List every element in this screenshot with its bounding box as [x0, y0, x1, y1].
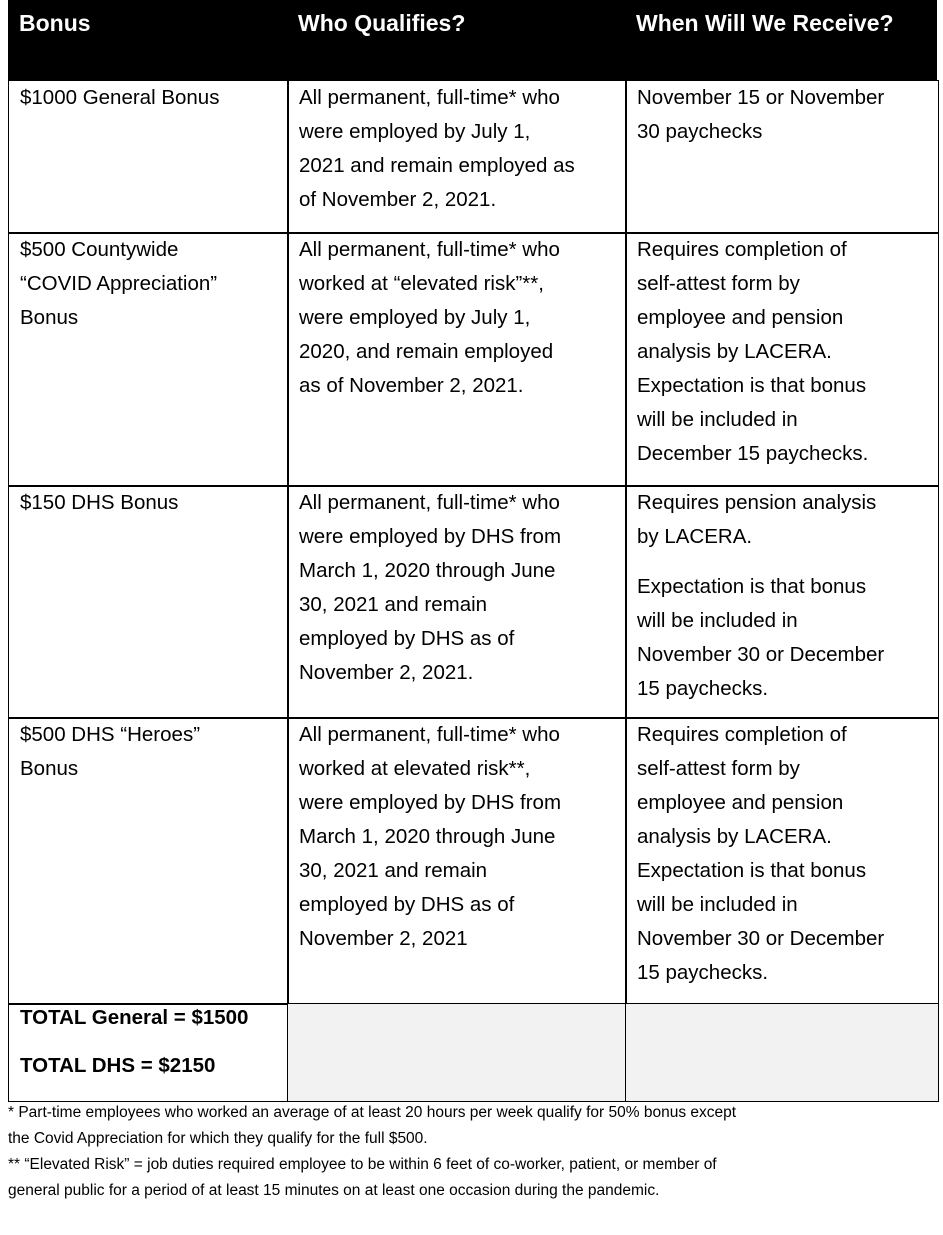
paragraph: All permanent, full-time* who worked at e…: [299, 718, 626, 956]
text-line: 30, 2021 and remain: [299, 593, 488, 616]
text-line: employed by DHS as of: [299, 627, 515, 650]
paragraph: Requires completion of self-attest form b…: [637, 233, 938, 471]
paragraph: All permanent, full-time* who worked at “…: [299, 233, 626, 403]
empty-cell: [287, 1003, 627, 1102]
table-cell: $500 Countywide “COVID Appreciation” Bonus: [8, 232, 289, 487]
text-line: were employed by July 1,: [299, 306, 531, 329]
paragraph: Requires pension analysis by LACERA.: [637, 486, 938, 554]
text-line: 2020, and remain employed: [299, 340, 554, 363]
text-line: November 30 or December: [637, 927, 885, 950]
empty-cell: [625, 1003, 939, 1102]
table-cell: All permanent, full-time* who were employ…: [287, 485, 627, 719]
text-line: March 1, 2020 through June: [299, 559, 556, 582]
text-line: analysis by LACERA.: [637, 340, 832, 363]
text-line: will be included in: [637, 609, 798, 632]
text-line: will be included in: [637, 893, 798, 916]
text-line: of November 2, 2021.: [299, 188, 497, 211]
text-line: All permanent, full-time* who: [299, 491, 560, 514]
table-cell: $150 DHS Bonus: [8, 485, 289, 719]
text-line: Requires completion of: [637, 238, 847, 261]
text-line: All permanent, full-time* who: [299, 723, 560, 746]
paragraph: All permanent, full-time* who were employ…: [299, 486, 626, 690]
text-line: employed by DHS as of: [299, 893, 515, 916]
total-line: TOTAL General = $1500: [20, 1006, 249, 1029]
header-band: [8, 0, 937, 80]
text-line: “COVID Appreciation”: [20, 272, 218, 295]
paragraph: $150 DHS Bonus: [20, 486, 288, 520]
text-line: November 2, 2021.: [299, 661, 474, 684]
text-line: analysis by LACERA.: [637, 825, 832, 848]
text-line: 15 paychecks.: [637, 961, 769, 984]
text-line: All permanent, full-time* who: [299, 86, 560, 109]
paragraph: Expectation is that bonus will be include…: [637, 570, 938, 706]
total-cell: TOTAL General = $1500 TOTAL DHS = $2150: [8, 1003, 289, 1102]
footnote-line: general public for a period of at least …: [8, 1182, 660, 1199]
text-line: Expectation is that bonus: [637, 374, 867, 397]
table-cell: Requires completion of self-attest form b…: [625, 717, 939, 1005]
paragraph: $500 Countywide “COVID Appreciation” Bonus: [20, 233, 288, 335]
table-cell: All permanent, full-time* who were employ…: [287, 80, 627, 234]
text-line: worked at elevated risk**,: [299, 757, 531, 780]
text-line: November 15 or November: [637, 86, 885, 109]
table-cell: All permanent, full-time* who worked at e…: [287, 717, 627, 1005]
text-line: 15 paychecks.: [637, 677, 769, 700]
text-line: Requires pension analysis: [637, 491, 877, 514]
text-line: self-attest form by: [637, 757, 800, 780]
text-line: Bonus: [20, 306, 79, 329]
table-cell: All permanent, full-time* who worked at “…: [287, 232, 627, 487]
text-line: will be included in: [637, 408, 798, 431]
text-line: $500 DHS “Heroes”: [20, 723, 201, 746]
header-cell: Who Qualifies?: [298, 10, 466, 36]
text-line: Expectation is that bonus: [637, 575, 867, 598]
text-line: $150 DHS Bonus: [20, 491, 179, 514]
paragraph: $500 DHS “Heroes” Bonus: [20, 718, 288, 786]
table-cell: Requires completion of self-attest form b…: [625, 232, 939, 487]
text-line: December 15 paychecks.: [637, 442, 869, 465]
text-line: by LACERA.: [637, 525, 753, 548]
text-line: self-attest form by: [637, 272, 800, 295]
footnote-line: ** “Elevated Risk” = job duties required…: [8, 1156, 717, 1173]
paragraph: $1000 General Bonus: [20, 81, 288, 115]
header-cell: Bonus: [19, 10, 91, 36]
header-cell: When Will We Receive?: [636, 10, 894, 36]
paragraph: Requires completion of self-attest form b…: [637, 718, 938, 990]
text-line: were employed by DHS from: [299, 791, 562, 814]
text-line: 2021 and remain employed as: [299, 154, 575, 177]
text-line: All permanent, full-time* who: [299, 238, 560, 261]
text-line: 30 paychecks: [637, 120, 763, 143]
text-line: Expectation is that bonus: [637, 859, 867, 882]
text-line: November 2, 2021: [299, 927, 468, 950]
text-line: $500 Countywide: [20, 238, 179, 261]
text-line: Bonus: [20, 757, 79, 780]
text-line: Requires completion of: [637, 723, 847, 746]
text-line: were employed by July 1,: [299, 120, 531, 143]
footnote-line: * Part-time employees who worked an aver…: [8, 1104, 737, 1121]
text-line: were employed by DHS from: [299, 525, 562, 548]
table-cell: November 15 or November 30 paychecks: [625, 80, 939, 234]
text-line: employee and pension: [637, 306, 844, 329]
paragraph: November 15 or November 30 paychecks: [637, 81, 938, 149]
text-line: 30, 2021 and remain: [299, 859, 488, 882]
total-line: TOTAL DHS = $2150: [20, 1054, 216, 1077]
text-line: employee and pension: [637, 791, 844, 814]
text-line: $1000 General Bonus: [20, 86, 220, 109]
table-cell: $1000 General Bonus: [8, 80, 289, 234]
table-cell: Requires pension analysis by LACERA. Expec…: [625, 485, 939, 719]
text-line: November 30 or December: [637, 643, 885, 666]
text-line: March 1, 2020 through June: [299, 825, 556, 848]
paragraph: All permanent, full-time* who were employ…: [299, 81, 626, 217]
footnotes: * Part-time employees who worked an aver…: [8, 1100, 736, 1204]
table-cell: $500 DHS “Heroes” Bonus: [8, 717, 289, 1005]
text-line: as of November 2, 2021.: [299, 374, 524, 397]
footnote-line: the Covid Appreciation for which they qu…: [8, 1130, 428, 1147]
text-line: worked at “elevated risk”**,: [299, 272, 544, 295]
